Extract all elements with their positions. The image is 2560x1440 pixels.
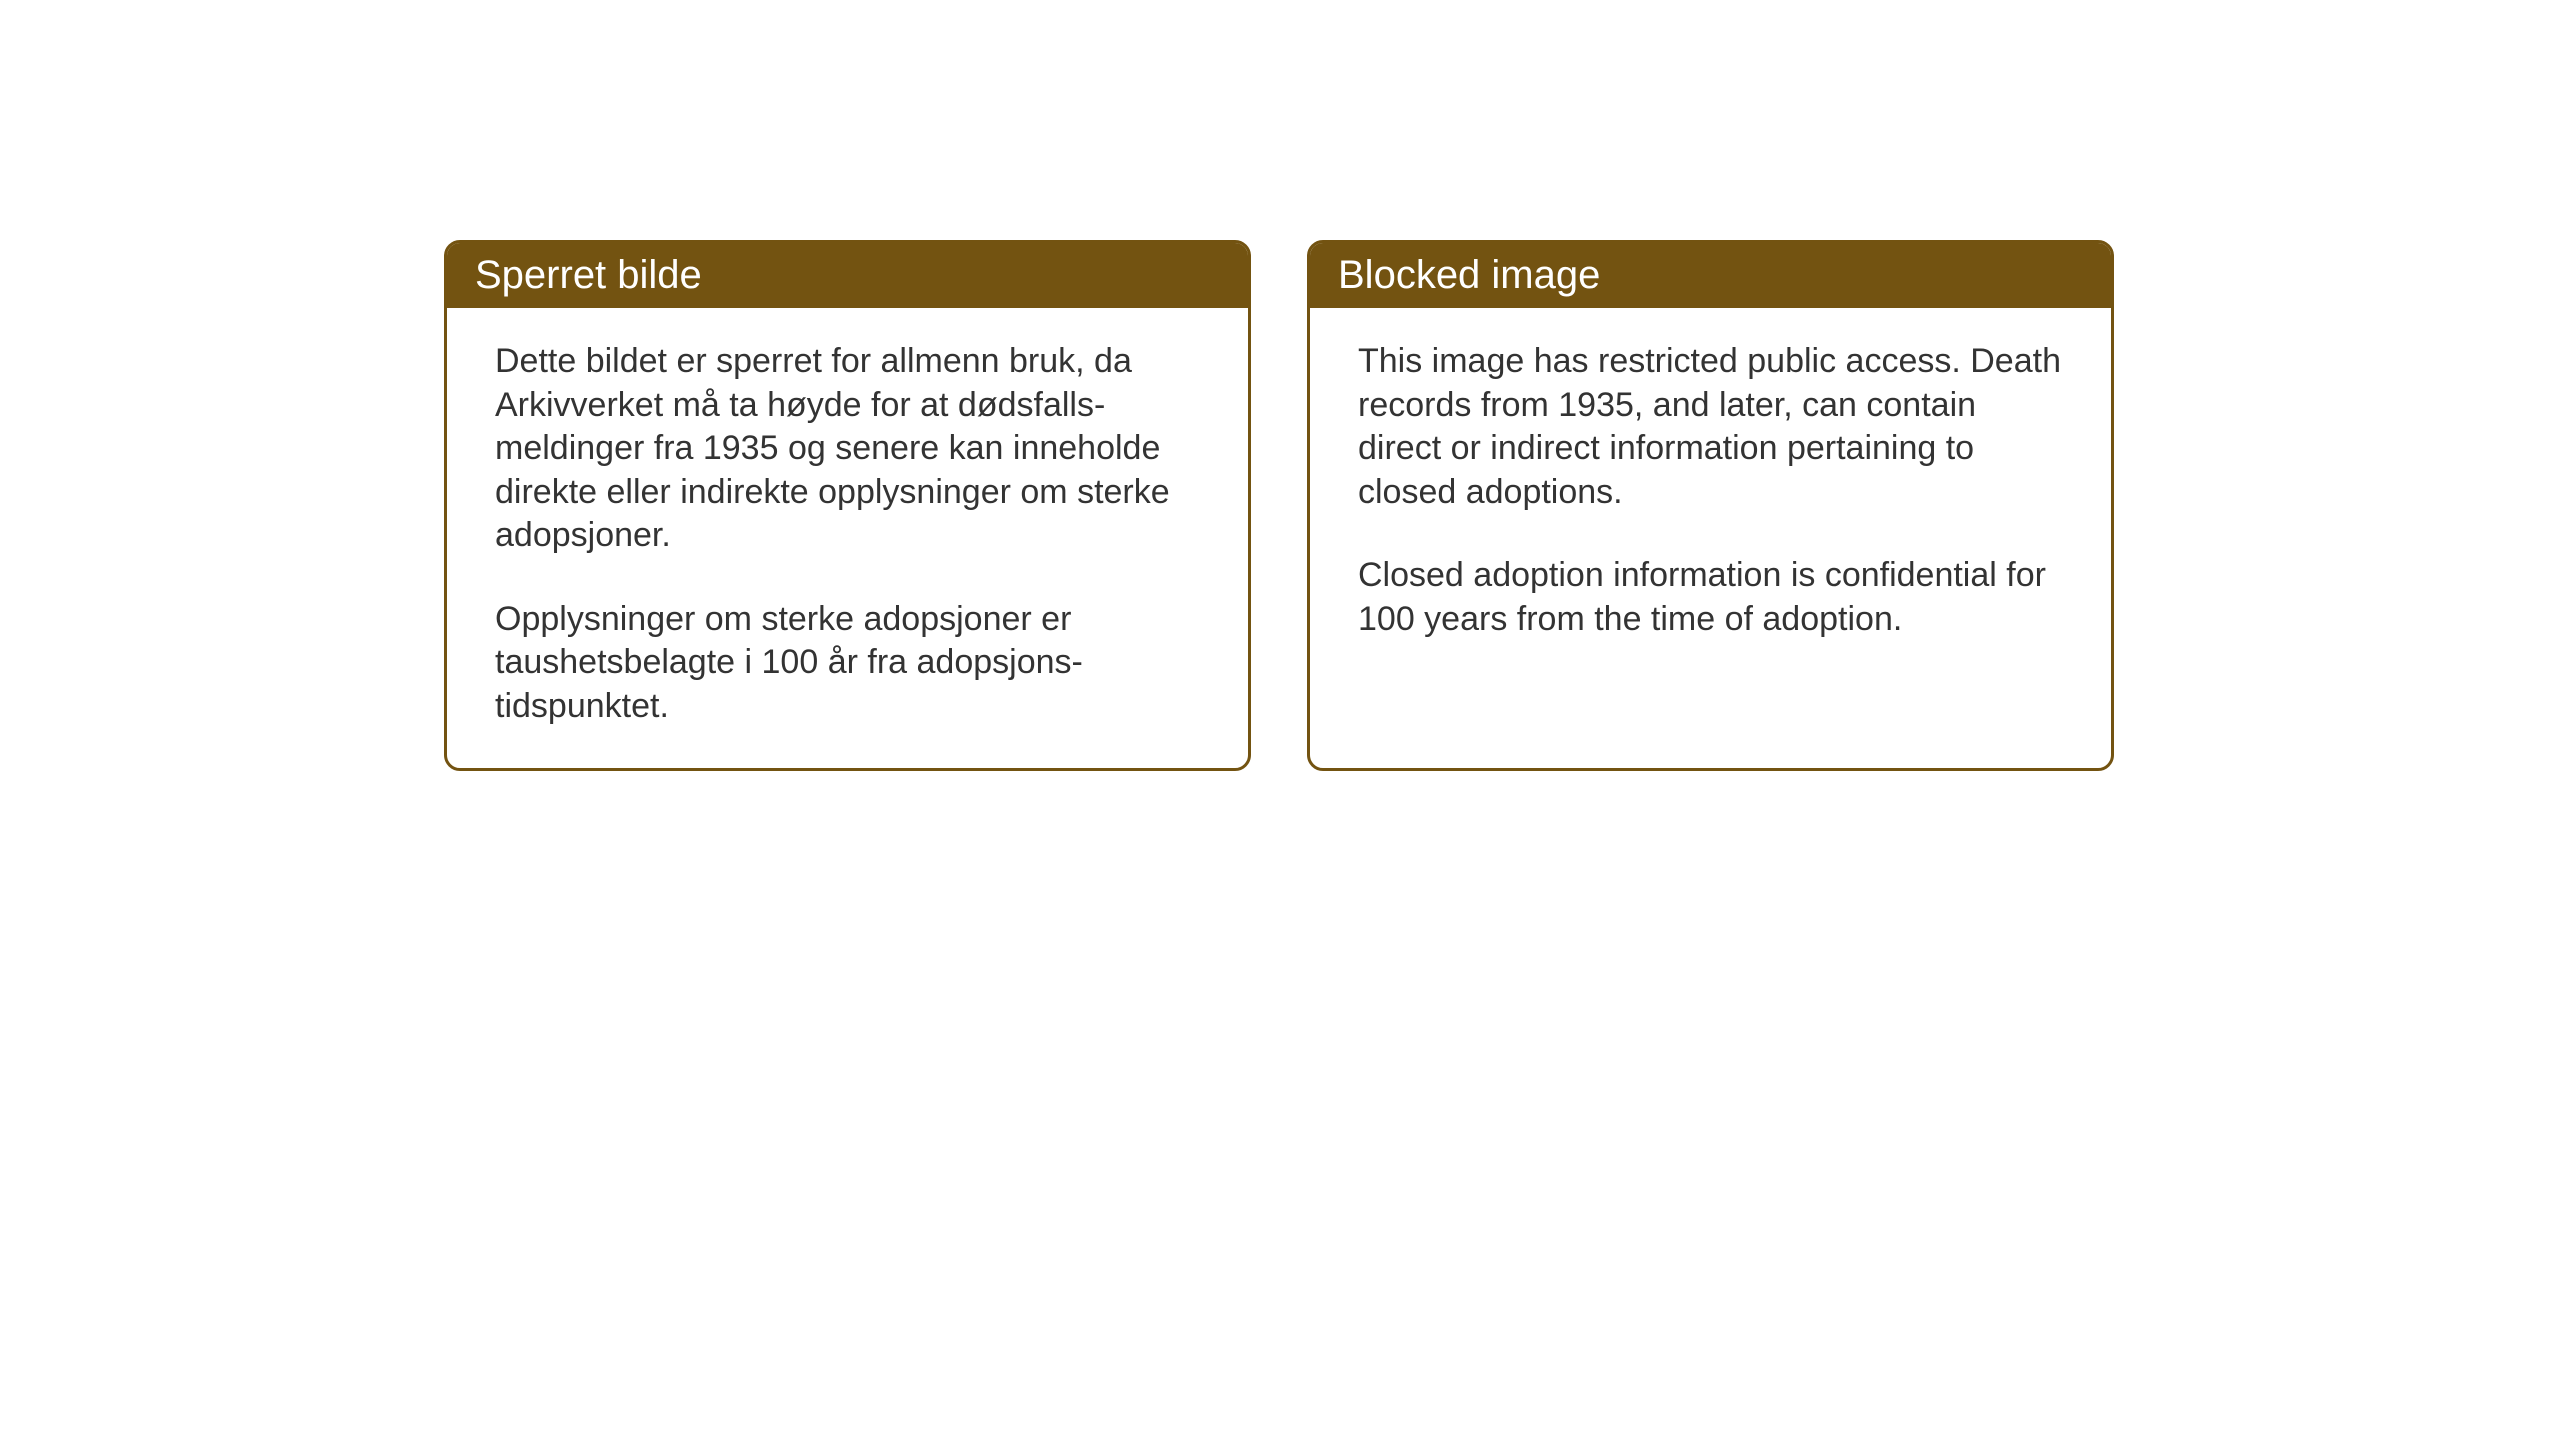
notice-paragraph-2-norwegian: Opplysninger om sterke adopsjoner er tau… [495,598,1200,729]
notice-body-norwegian: Dette bildet er sperret for allmenn bruk… [447,308,1248,768]
notice-title-norwegian: Sperret bilde [447,243,1248,308]
notice-paragraph-2-english: Closed adoption information is confident… [1358,554,2063,641]
notice-paragraph-1-english: This image has restricted public access.… [1358,340,2063,514]
notice-card-norwegian: Sperret bilde Dette bildet er sperret fo… [444,240,1251,771]
notice-container: Sperret bilde Dette bildet er sperret fo… [444,240,2114,771]
notice-card-english: Blocked image This image has restricted … [1307,240,2114,771]
notice-paragraph-1-norwegian: Dette bildet er sperret for allmenn bruk… [495,340,1200,558]
notice-body-english: This image has restricted public access.… [1310,308,2111,681]
notice-title-english: Blocked image [1310,243,2111,308]
